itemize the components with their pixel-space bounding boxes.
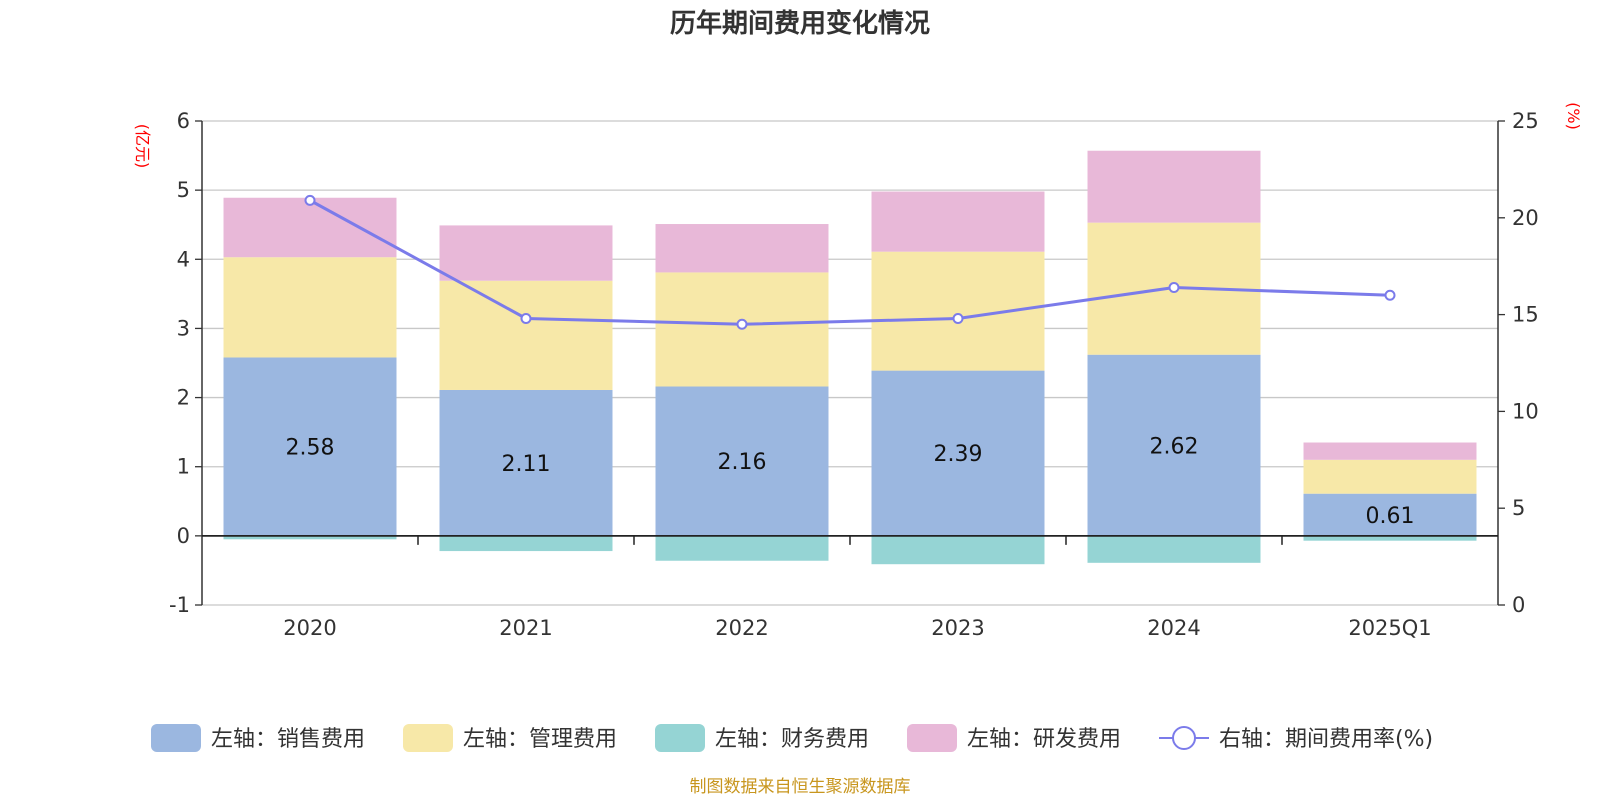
- right-axis-unit: (%): [1564, 102, 1583, 130]
- bar-segment: [223, 357, 397, 536]
- legend-label: 左轴：财务费用: [715, 727, 869, 752]
- legend-label: 左轴：销售费用: [211, 727, 365, 752]
- legend-swatch: [151, 724, 201, 752]
- bar-segment: [655, 224, 829, 273]
- x-axis-tick-label: 2025Q1: [1348, 616, 1431, 640]
- bar-segment: [871, 370, 1045, 536]
- bar-segment: [223, 197, 397, 258]
- data-label: 2.11: [502, 452, 551, 477]
- axes: -1 0 1 2 3 4 5 6 0 5 10 15 20 25 2020 2021 2022 2023 2024 2…: [169, 109, 1539, 640]
- rate-line-point: [1168, 281, 1180, 293]
- left-axis-tick-label: 1: [177, 455, 190, 479]
- right-axis-tick-label: 15: [1512, 303, 1539, 327]
- bar-segment: [223, 535, 397, 540]
- bar-segment: [439, 389, 613, 536]
- left-axis-tick-label: 6: [177, 109, 190, 133]
- right-axis-tick-label: 20: [1512, 206, 1539, 230]
- left-axis-tick-label: 5: [177, 178, 190, 202]
- bar-segment: [655, 386, 829, 536]
- legend-swatch: [655, 724, 705, 752]
- bar-segment: [655, 535, 829, 561]
- left-axis-tick-label: 2: [177, 386, 190, 410]
- rate-line-path: [309, 199, 1391, 326]
- rate-line: [304, 194, 1396, 330]
- legend-label: 左轴：研发费用: [967, 727, 1121, 752]
- bar-segment: [439, 280, 613, 390]
- bar-segment: [1303, 493, 1477, 536]
- bar-segment: [1087, 535, 1261, 563]
- legend: 左轴：销售费用 左轴：管理费用 左轴：财务费用 左轴：研发费用 右轴：期间费用率(%): [151, 724, 1433, 752]
- left-axis-tick-label: 4: [177, 247, 190, 271]
- rate-line-point: [304, 194, 316, 206]
- legend-swatch: [403, 724, 453, 752]
- legend-label: 左轴：管理费用: [463, 727, 617, 752]
- right-axis-tick-label: 0: [1512, 593, 1525, 617]
- left-axis-tick-label: 3: [177, 316, 190, 340]
- x-axis-tick-label: 2024: [1147, 616, 1200, 640]
- data-label: 0.61: [1366, 504, 1415, 529]
- left-axis-tick-label: -1: [169, 593, 190, 617]
- data-label: 2.62: [1150, 434, 1199, 459]
- left-axis-unit: (亿元): [133, 124, 152, 169]
- x-axis-tick-label: 2022: [715, 616, 768, 640]
- data-label: 2.58: [286, 436, 335, 461]
- bar-segment: [1303, 535, 1477, 541]
- source-note: 制图数据来自恒生聚源数据库: [690, 777, 911, 797]
- right-axis-tick-label: 10: [1512, 399, 1539, 423]
- legend-label: 右轴：期间费用率(%): [1219, 727, 1433, 752]
- bar-segment: [1087, 354, 1261, 536]
- data-label: 2.16: [718, 450, 767, 475]
- legend-marker: [1172, 726, 1196, 750]
- bar-segment: [1303, 442, 1477, 460]
- bar-segment: [439, 225, 613, 281]
- rate-line-point: [520, 312, 532, 324]
- chart-title: 历年期间费用变化情况: [670, 8, 930, 39]
- right-axis-tick-label: 25: [1512, 109, 1539, 133]
- rate-line-point: [1384, 289, 1396, 301]
- bar-segment: [223, 257, 397, 358]
- rate-line-point: [736, 318, 748, 330]
- bar-segment: [439, 535, 613, 552]
- bar-segment: [1303, 459, 1477, 494]
- data-labels: 2.58 2.11 2.16 2.39 2.62 0.61: [286, 434, 1415, 528]
- rate-line-point: [952, 312, 964, 324]
- x-axis-tick-label: 2021: [499, 616, 552, 640]
- x-axis-tick-label: 2020: [283, 616, 336, 640]
- left-axis-tick-label: 0: [177, 524, 190, 548]
- legend-swatch: [907, 724, 957, 752]
- right-axis-tick-label: 5: [1512, 496, 1525, 520]
- bars: [223, 150, 1477, 565]
- bar-segment: [871, 535, 1045, 565]
- bar-segment: [871, 191, 1045, 252]
- data-label: 2.39: [934, 442, 983, 467]
- bar-segment: [1087, 150, 1261, 223]
- x-axis-tick-label: 2023: [931, 616, 984, 640]
